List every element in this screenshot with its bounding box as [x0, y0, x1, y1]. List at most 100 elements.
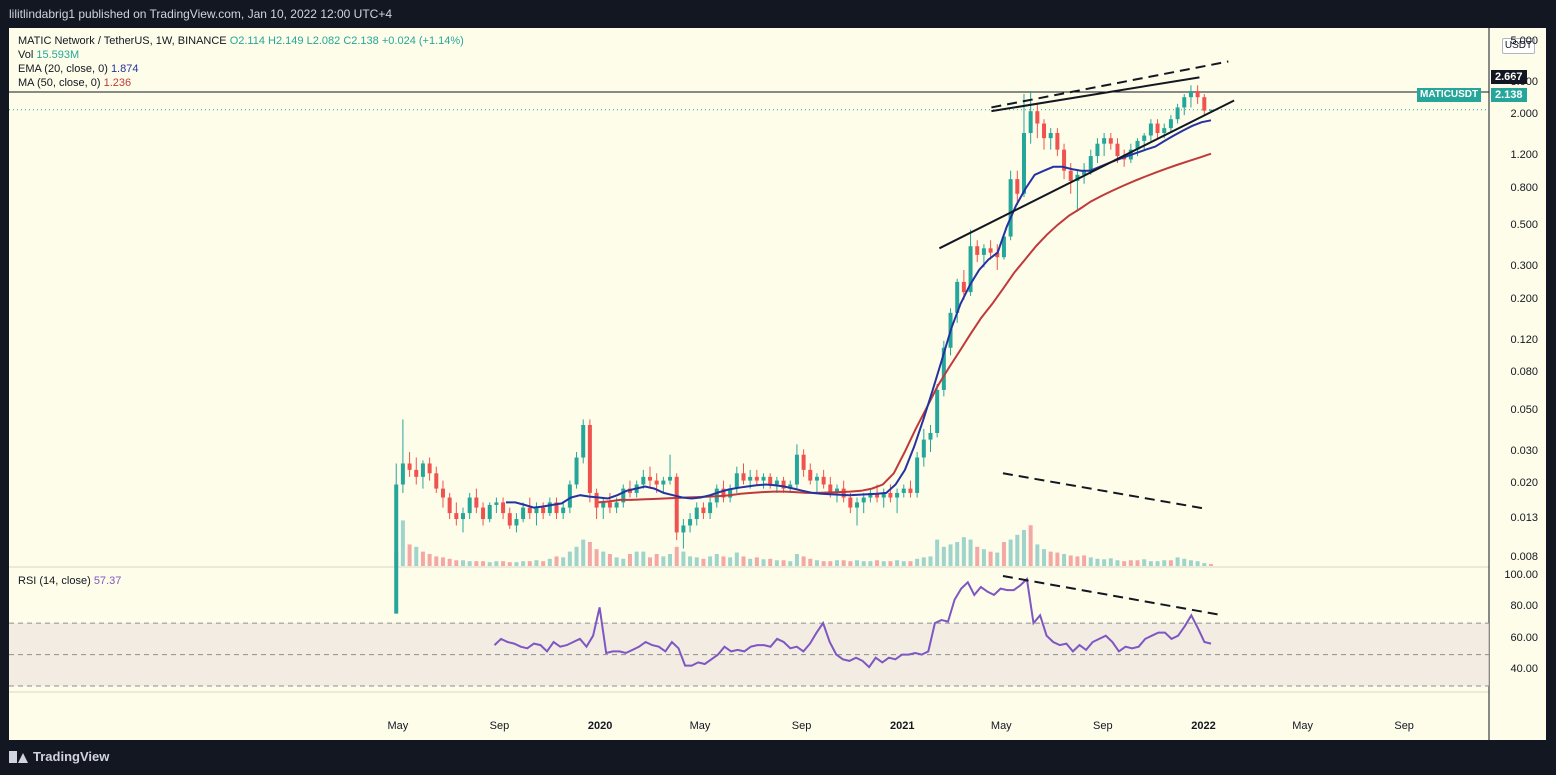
volume-bar — [454, 560, 459, 566]
volume-bar — [1188, 560, 1193, 566]
volume-bar — [420, 551, 425, 566]
candle-body — [1068, 170, 1073, 181]
candle-body — [481, 507, 486, 520]
candle-body — [647, 476, 652, 481]
candle-body — [668, 476, 673, 481]
candle-body — [981, 248, 986, 255]
chart-canvas[interactable] — [9, 28, 1546, 740]
volume-bar — [801, 556, 806, 566]
time-tick-label: Sep — [489, 720, 510, 732]
volume-bar — [915, 558, 920, 566]
rsi-tick-label: 80.00 — [1510, 600, 1538, 613]
volume-bar — [948, 544, 953, 566]
volume-bar — [1042, 549, 1047, 566]
volume-bar — [1202, 563, 1207, 566]
candle-body — [541, 507, 546, 514]
candle-body — [1082, 170, 1087, 175]
volume-bar — [714, 554, 719, 566]
candle-body — [801, 454, 806, 470]
candle-body — [928, 433, 933, 440]
ohlc-close: C2.138 — [343, 35, 379, 47]
volume-bar — [708, 556, 713, 566]
volume-bar — [507, 562, 512, 566]
candle-body — [594, 492, 599, 508]
candle-body — [828, 484, 833, 493]
candle-body — [1021, 132, 1026, 194]
symbol-tag: MATICUSDT — [1417, 88, 1482, 102]
ohlc-open: O2.114 — [229, 35, 265, 47]
price-tick-label: 0.020 — [1510, 477, 1538, 490]
volume-bar — [594, 549, 599, 566]
candle-body — [681, 525, 686, 533]
vol-label: Vol — [18, 49, 34, 61]
volume-bar — [407, 544, 412, 566]
price-tick-label: 2.000 — [1510, 108, 1538, 121]
price-tick-label: 0.200 — [1510, 292, 1538, 305]
volume-bar — [668, 554, 673, 566]
candle-body — [487, 504, 492, 520]
candle-body — [567, 484, 572, 508]
candle-body — [407, 463, 412, 470]
volume-bar — [794, 554, 799, 566]
symbol-title: MATIC Network / TetherUS, 1W, BINANCE — [18, 35, 227, 47]
candle-body — [654, 480, 659, 485]
candle-body — [794, 454, 799, 485]
candle-body — [961, 281, 966, 293]
volume-bar — [1208, 564, 1213, 566]
candle-body — [661, 480, 666, 485]
candle-body — [400, 463, 405, 485]
candle-body — [561, 507, 566, 514]
candle-body — [454, 513, 459, 520]
volume-bar — [1128, 560, 1133, 566]
candle-body — [1095, 143, 1100, 157]
currency-unit-button[interactable]: USDT — [1502, 38, 1535, 54]
volume-bar — [474, 561, 479, 566]
candle-body — [1075, 174, 1080, 181]
price-tick-label: 0.800 — [1510, 181, 1538, 194]
volume-line: Vol 15.593M — [18, 48, 464, 62]
brand-name: TradingView — [33, 749, 110, 764]
volume-bar — [728, 557, 733, 566]
candle-body — [1135, 140, 1140, 150]
candle-body — [941, 347, 946, 390]
tradingview-logo[interactable]: TradingView — [9, 749, 109, 764]
volume-bar — [567, 551, 572, 566]
level-price-tag: 2.667 — [1491, 70, 1527, 84]
volume-bar — [494, 561, 499, 566]
candle-body — [1108, 138, 1113, 144]
volume-bar — [621, 558, 626, 566]
price-tick-label: 0.008 — [1510, 551, 1538, 563]
ma50-line — [598, 152, 1212, 504]
candle-body — [901, 488, 906, 493]
volume-bar — [681, 551, 686, 566]
volume-bar — [814, 560, 819, 566]
volume-bar — [841, 560, 846, 566]
volume-bar — [961, 537, 966, 566]
candle-body — [721, 488, 726, 498]
candle-body — [440, 488, 445, 498]
volume-bar — [768, 558, 773, 566]
volume-bar — [955, 542, 960, 566]
volume-bar — [521, 561, 526, 566]
price-tick-label: 0.030 — [1510, 444, 1538, 457]
trend-line — [991, 60, 1229, 109]
chart-area[interactable]: MATIC Network / TetherUS, 1W, BINANCE O2… — [9, 28, 1546, 740]
candle-body — [781, 480, 786, 489]
volume-bar — [734, 552, 739, 566]
volume-bar — [400, 520, 405, 566]
volume-bar — [554, 556, 559, 566]
candle-body — [1182, 97, 1187, 108]
candle-body — [988, 248, 993, 253]
candle-body — [501, 502, 506, 514]
volume-bar — [661, 556, 666, 566]
volume-bar — [634, 551, 639, 566]
volume-bar — [587, 542, 592, 566]
candle-body — [414, 469, 419, 477]
chart-legend: MATIC Network / TetherUS, 1W, BINANCE O2… — [18, 34, 464, 90]
candle-body — [447, 497, 452, 514]
candle-body — [1015, 179, 1020, 194]
price-tick-label: 0.300 — [1510, 260, 1538, 273]
candle-body — [741, 473, 746, 481]
candle-body — [708, 502, 713, 514]
candle-body — [968, 246, 973, 293]
